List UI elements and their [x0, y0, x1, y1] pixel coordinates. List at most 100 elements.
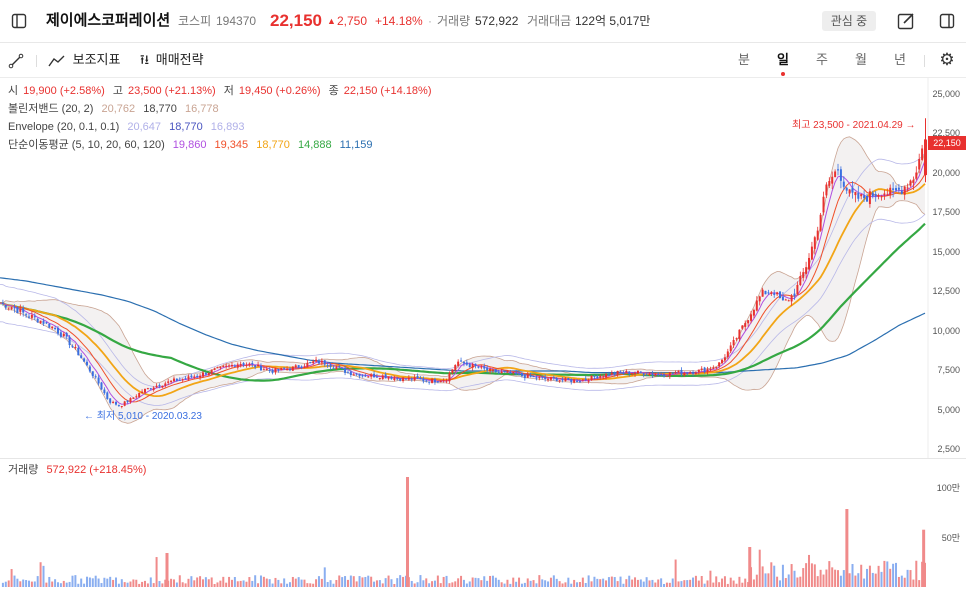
period-week[interactable]: 주	[816, 52, 828, 67]
envelope-legend[interactable]: Envelope (20, 0.1, 0.1) 20,647 18,770 16…	[8, 120, 249, 134]
volume-bar	[663, 583, 666, 587]
candle-body	[277, 368, 280, 371]
volume-bar	[532, 580, 535, 587]
volume-bar	[457, 578, 460, 587]
candle-body	[677, 370, 680, 373]
volume-bar	[4, 581, 7, 587]
volume-bar	[802, 568, 805, 587]
volume-bar	[109, 576, 112, 587]
volume-bar	[810, 563, 813, 587]
candle-body	[880, 196, 883, 198]
ma120-value: 11,159	[339, 139, 373, 151]
volume-bar	[680, 581, 683, 587]
volume-label: 거래량	[437, 14, 471, 28]
volume-bar	[184, 583, 187, 587]
candle-body	[741, 325, 744, 329]
volume-bar	[515, 581, 518, 587]
volume-bar	[764, 573, 767, 587]
volume-bar	[825, 569, 828, 587]
period-year[interactable]: 년	[894, 52, 906, 67]
volume-bar	[103, 577, 106, 587]
volume-bar	[164, 579, 167, 587]
volume-bar	[30, 581, 33, 587]
volume-bar	[254, 575, 257, 587]
candle-body	[703, 367, 706, 373]
volume-bar	[283, 578, 286, 587]
volume-bar	[352, 576, 355, 587]
volume-bar	[822, 574, 825, 587]
volume-bar	[236, 581, 239, 587]
volume-bar	[271, 583, 274, 587]
volume-bar	[45, 582, 48, 587]
volume-bar	[344, 576, 347, 587]
candle-body	[874, 194, 877, 197]
volume-bar	[138, 583, 141, 587]
price-chart[interactable]	[0, 78, 966, 458]
candle-body	[199, 375, 202, 378]
volume-bar	[770, 562, 773, 587]
volume-bar	[709, 570, 712, 587]
strategy-button[interactable]: ⭱⭳ 매매전략	[140, 43, 204, 77]
volume-bar	[474, 577, 477, 587]
draw-line-icon[interactable]	[8, 43, 28, 77]
ma120-line	[0, 277, 926, 374]
settings-gear-icon[interactable]: ⚙	[939, 50, 955, 69]
period-month[interactable]: 월	[855, 52, 867, 67]
candle-body	[512, 372, 515, 374]
split-view-icon[interactable]	[936, 0, 958, 42]
volume-bar	[549, 577, 552, 587]
candle-body	[373, 373, 376, 378]
candle-body	[758, 296, 761, 302]
volume-bar	[857, 573, 860, 587]
volume-bar	[265, 578, 268, 587]
volume-bar	[651, 579, 654, 587]
volume-bar	[897, 576, 900, 587]
candle-body	[744, 322, 747, 327]
volume-value: 572,922	[475, 14, 519, 28]
period-minute[interactable]: 분	[738, 52, 750, 67]
volume-bar	[805, 563, 808, 587]
ma-legend[interactable]: 단순이동평균 (5, 10, 20, 60, 120) 19,860 19,34…	[8, 138, 378, 152]
candle-body	[222, 366, 225, 368]
volume-bar	[634, 577, 637, 587]
volume-bar	[921, 561, 924, 587]
candle-body	[36, 318, 39, 323]
volume-bar	[416, 582, 419, 587]
volume-bar	[877, 565, 880, 587]
bollinger-lower-line	[0, 200, 926, 424]
watch-button[interactable]: 관심 중	[822, 11, 876, 31]
candle-body	[587, 380, 590, 382]
volume-bar	[181, 582, 184, 587]
bollinger-legend[interactable]: 볼린저밴드 (20, 2) 20,762 18,770 16,778	[8, 102, 224, 116]
volume-bar	[242, 580, 245, 587]
sidebar-toggle-icon[interactable]	[6, 0, 32, 42]
edit-icon[interactable]	[895, 0, 917, 42]
indicator-button[interactable]: 보조지표	[48, 43, 120, 77]
envelope-lower: 16,893	[210, 121, 245, 133]
candle-body	[457, 361, 460, 366]
volume-spike-bar	[922, 529, 926, 587]
volume-bar	[422, 580, 425, 587]
volume-bar	[486, 580, 489, 587]
candle-body	[671, 373, 674, 375]
volume-bar	[225, 582, 228, 587]
volume-bar	[625, 579, 628, 587]
volume-bar	[509, 583, 512, 587]
candle-body	[117, 404, 120, 406]
volume-bar	[578, 582, 581, 587]
volume-bar	[207, 579, 210, 587]
envelope-label: Envelope (20, 0.1, 0.1)	[8, 121, 120, 133]
candle-body	[7, 307, 10, 309]
period-day[interactable]: 일	[777, 52, 789, 67]
volume-chart[interactable]	[0, 459, 966, 590]
candle-body	[303, 366, 306, 368]
candle-body	[544, 376, 547, 379]
candle-body	[776, 292, 779, 295]
volume-bar	[738, 576, 741, 587]
volume-bar	[915, 560, 918, 587]
volume-bar	[146, 583, 149, 587]
volume-bar	[776, 576, 779, 587]
volume-bar	[201, 579, 204, 587]
candle-body	[370, 374, 373, 377]
volume-bar	[451, 582, 454, 587]
